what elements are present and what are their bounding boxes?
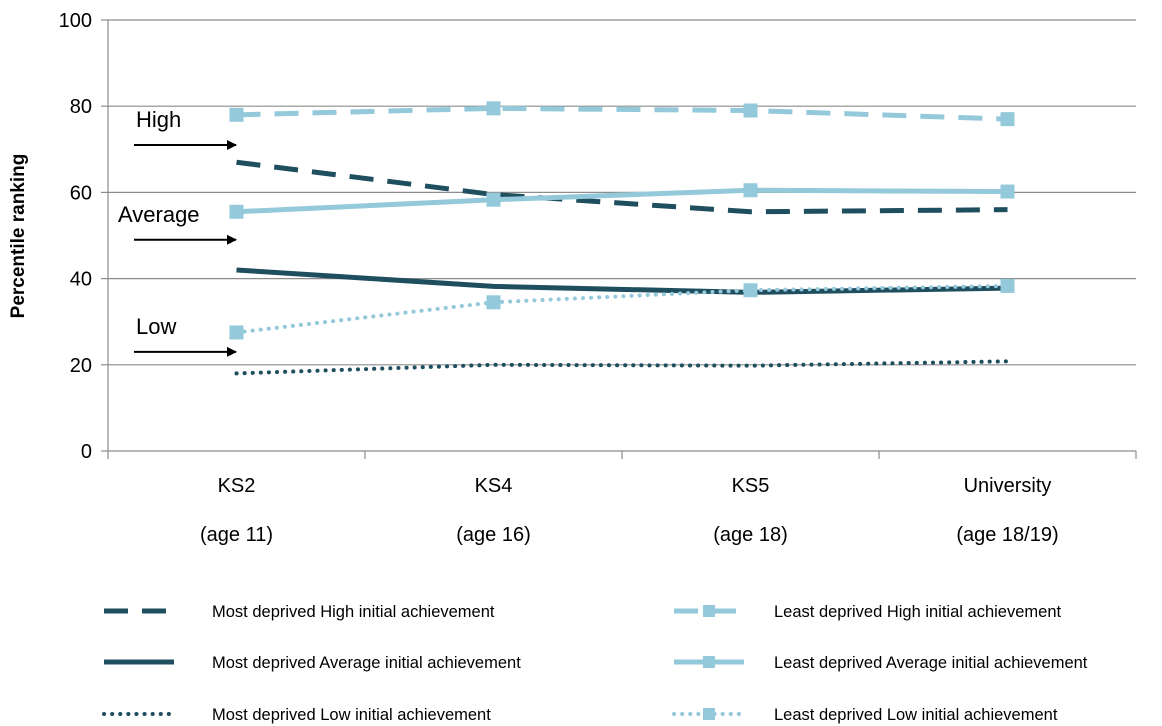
- legend-label: Most deprived Low initial achievement: [212, 706, 491, 724]
- axes: [101, 19, 1137, 459]
- x-tick-sublabel: (age 18/19): [956, 524, 1058, 546]
- series-line: [236, 159, 1008, 215]
- x-tick-label: KS5: [732, 475, 770, 497]
- data-point: [229, 107, 244, 122]
- legend-label: Least deprived Low initial achievement: [774, 706, 1058, 724]
- y-tick-label: 20: [70, 355, 92, 377]
- legend-item: Least deprived High initial achievement: [674, 603, 1061, 621]
- legend-item: Most deprived Low initial achievement: [102, 706, 491, 724]
- legend-marker: [703, 656, 715, 668]
- x-tick-sublabel: (age 18): [713, 524, 788, 546]
- series-line: [236, 105, 1008, 122]
- series-line: [236, 187, 1008, 215]
- gridlines: [108, 19, 1136, 366]
- legend-marker: [703, 605, 715, 617]
- x-tick-label: University: [964, 475, 1052, 497]
- series-line: [234, 359, 1010, 376]
- x-tick-label: KS2: [218, 475, 256, 497]
- legend-marker: [703, 708, 715, 720]
- legend-label: Most deprived Average initial achievemen…: [212, 654, 521, 672]
- x-tick-sublabel: (age 16): [456, 524, 531, 546]
- y-tick-label: 40: [70, 269, 92, 291]
- y-tick-label: 0: [81, 441, 92, 463]
- data-point: [1000, 184, 1015, 199]
- legend-item: Least deprived Average initial achieveme…: [674, 654, 1088, 672]
- series-5: [229, 278, 1015, 340]
- data-point: [743, 183, 758, 198]
- y-tick-label: 100: [59, 10, 92, 32]
- legend-label: Most deprived High initial achievement: [212, 603, 495, 621]
- series-lines: [229, 101, 1015, 376]
- annotation-label: Average: [118, 202, 200, 227]
- legend-item: Least deprived Low initial achievement: [672, 706, 1058, 724]
- series-3: [229, 183, 1015, 219]
- x-tick-sublabel: (age 11): [200, 524, 273, 546]
- legend-label: Least deprived High initial achievement: [774, 603, 1061, 621]
- data-point: [743, 283, 758, 298]
- data-point: [743, 103, 758, 118]
- y-tick-labels: 0 20 40 60 80 100: [59, 10, 92, 463]
- legend: Most deprived High initial achievement Mo…: [102, 603, 1088, 724]
- x-tick-label: KS4: [475, 475, 513, 497]
- series-0: [236, 159, 1008, 215]
- data-point: [1000, 278, 1015, 293]
- data-point: [229, 204, 244, 219]
- annotations: High Average Low: [118, 107, 237, 357]
- x-tick-labels: KS2 (age 11) KS4 (age 16) KS5 (age 18) Univers…: [200, 475, 1059, 546]
- series-4: [234, 359, 1010, 376]
- series-line: [234, 283, 1010, 335]
- data-point: [486, 101, 501, 116]
- data-point: [486, 295, 501, 310]
- data-point: [1000, 112, 1015, 127]
- data-point: [486, 192, 501, 207]
- legend-item: Most deprived Average initial achievemen…: [104, 654, 521, 672]
- y-tick-label: 80: [70, 96, 92, 118]
- legend-item: Most deprived High initial achievement: [104, 603, 495, 621]
- annotation-label: High: [136, 107, 181, 132]
- series-1: [229, 101, 1015, 127]
- series-2: [236, 267, 1008, 295]
- data-point: [229, 325, 244, 340]
- annotation-label: Low: [136, 314, 176, 339]
- y-axis-label: Percentile ranking: [8, 154, 29, 319]
- y-tick-label: 60: [70, 182, 92, 204]
- legend-label: Least deprived Average initial achieveme…: [774, 654, 1088, 672]
- series-line: [236, 267, 1008, 295]
